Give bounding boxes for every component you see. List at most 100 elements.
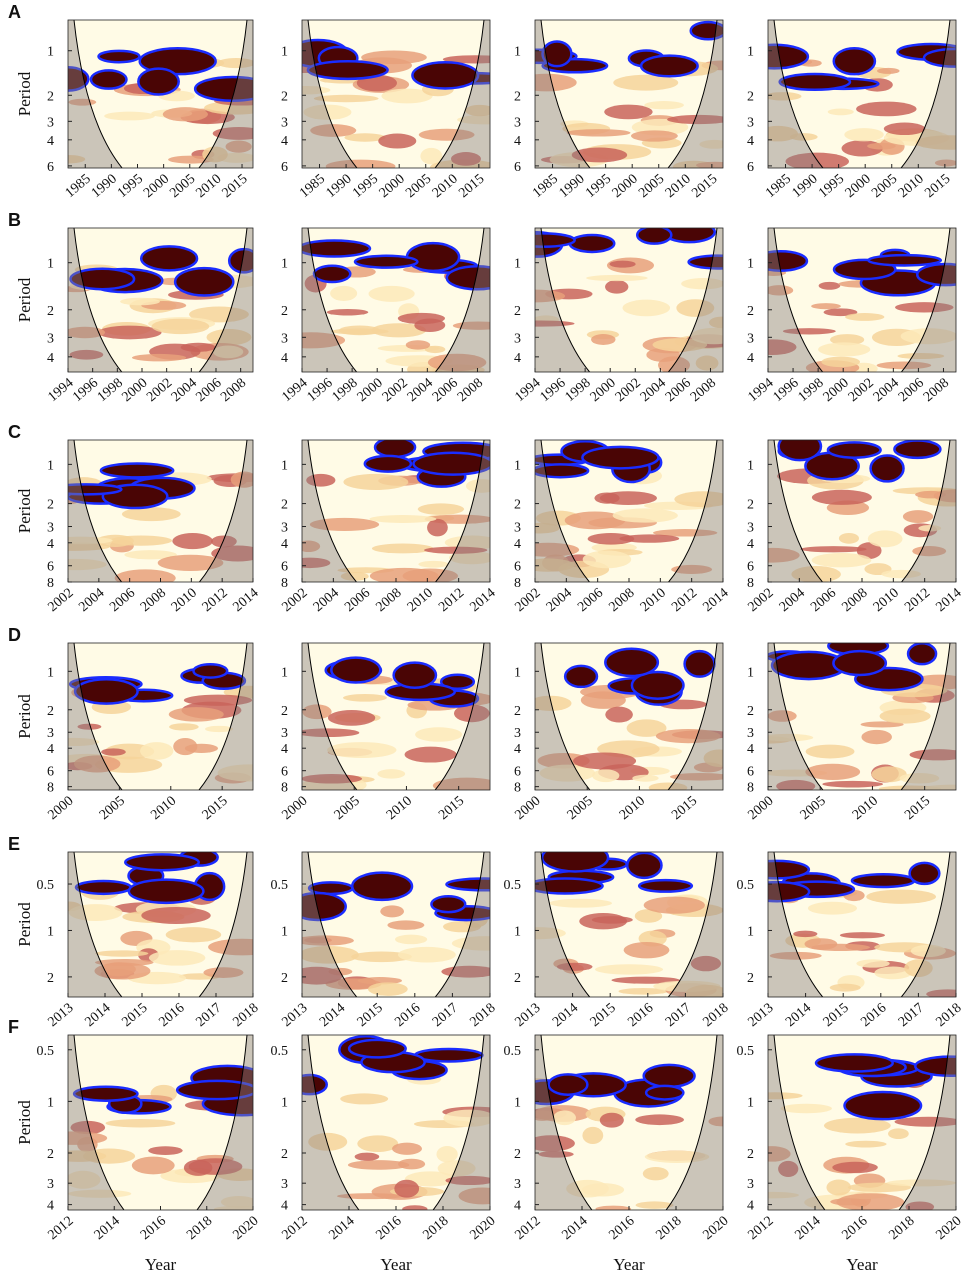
x-tick-label: 2010 xyxy=(384,794,415,823)
y-tick-label: 3 xyxy=(747,521,754,536)
x-tick-label: 2018 xyxy=(467,1001,498,1030)
y-tick-label: 1 xyxy=(514,45,521,60)
x-tick-label: 2018 xyxy=(230,1001,261,1030)
y-tick-label: 4 xyxy=(281,134,288,149)
x-tick-label: 2010 xyxy=(617,794,648,823)
y-tick-label: 3 xyxy=(281,1177,288,1192)
x-tick-label: 2016 xyxy=(156,1001,187,1030)
x-tick-label: 2013 xyxy=(745,1001,776,1030)
power-blob xyxy=(828,108,854,115)
x-tick-label: 2014 xyxy=(92,1214,123,1243)
power-blob xyxy=(867,143,896,150)
y-tick-label: 1 xyxy=(747,458,754,473)
x-tick-label: 2005 xyxy=(332,794,363,823)
x-tick-label: 2006 xyxy=(663,376,694,405)
row-letter: C xyxy=(8,422,21,442)
y-tick-label: 3 xyxy=(281,726,288,741)
x-tick-label: 1996 xyxy=(538,376,569,405)
power-blob xyxy=(845,1141,886,1148)
panel xyxy=(507,222,746,402)
x-tick-label: 1990 xyxy=(324,172,355,201)
x-tick-label: 2005 xyxy=(565,794,596,823)
power-blob xyxy=(822,781,883,788)
x-tick-label: 2004 xyxy=(76,586,107,615)
power-blob xyxy=(415,727,462,742)
significant-region xyxy=(138,69,178,95)
y-tick-label: 4 xyxy=(514,1199,521,1214)
power-blob xyxy=(903,510,933,523)
y-tick-label: 4 xyxy=(514,742,521,757)
x-tick-label: 2016 xyxy=(392,1001,423,1030)
y-tick-label: 0.5 xyxy=(271,878,289,893)
x-axis-label: Year xyxy=(613,1255,645,1274)
significant-region xyxy=(331,658,380,683)
x-tick-label: 2008 xyxy=(606,586,637,615)
y-tick-label: 3 xyxy=(747,726,754,741)
power-blob xyxy=(861,730,892,744)
power-blob xyxy=(330,286,357,301)
power-blob xyxy=(644,101,684,109)
significant-region xyxy=(844,1092,921,1119)
x-tick-label: 2020 xyxy=(467,1214,498,1243)
x-tick-label: 1998 xyxy=(330,376,361,405)
row-letter: D xyxy=(8,625,21,645)
y-tick-label: 4 xyxy=(514,134,521,149)
y-tick-label: 2 xyxy=(47,704,54,719)
significant-region xyxy=(91,70,127,88)
significant-region xyxy=(407,243,459,271)
y-tick-label: 6 xyxy=(514,160,521,175)
x-tick-label: 2015 xyxy=(119,1001,150,1030)
x-tick-label: 1996 xyxy=(305,376,336,405)
power-blob xyxy=(418,503,464,514)
power-blob xyxy=(830,1198,867,1205)
x-tick-label: 2002 xyxy=(144,376,175,405)
x-tick-label: 1994 xyxy=(512,376,543,405)
x-tick-label: 2006 xyxy=(107,586,138,615)
x-tick-label: 1998 xyxy=(95,376,126,405)
significant-region xyxy=(685,651,715,677)
power-blob xyxy=(104,112,155,121)
power-blob xyxy=(830,984,861,992)
power-blob xyxy=(372,544,433,554)
y-tick-label: 0.5 xyxy=(737,1044,755,1059)
power-blob xyxy=(549,899,612,908)
power-blob xyxy=(348,1160,409,1170)
power-blob xyxy=(866,890,936,904)
panel xyxy=(741,20,971,198)
x-axis-label: Year xyxy=(145,1255,177,1274)
x-tick-label: 2002 xyxy=(613,376,644,405)
significant-region xyxy=(852,874,915,887)
x-tick-label: 2000 xyxy=(512,794,543,823)
x-tick-label: 2018 xyxy=(184,1214,215,1243)
power-blob xyxy=(169,707,224,722)
significant-region xyxy=(101,464,173,478)
x-tick-label: 2000 xyxy=(279,794,310,823)
power-blob xyxy=(674,491,732,507)
power-blob xyxy=(185,744,218,753)
x-tick-label: 1998 xyxy=(796,376,827,405)
y-tick-label: 8 xyxy=(747,576,754,591)
x-tick-label: 2008 xyxy=(921,376,952,405)
x-tick-label: 1995 xyxy=(816,172,847,201)
x-tick-label: 1990 xyxy=(790,172,821,201)
x-tick-label: 2010 xyxy=(148,794,179,823)
power-blob xyxy=(328,710,375,726)
y-tick-label: 3 xyxy=(47,726,54,741)
x-tick-label: 1996 xyxy=(70,376,101,405)
y-tick-label: 3 xyxy=(281,331,288,346)
y-tick-label: 3 xyxy=(747,331,754,346)
power-blob xyxy=(582,1127,603,1144)
y-tick-label: 1 xyxy=(281,458,288,473)
y-tick-label: 4 xyxy=(514,537,521,552)
y-tick-label: 6 xyxy=(747,160,754,175)
significant-region xyxy=(355,256,417,268)
significant-region xyxy=(828,442,881,457)
x-tick-label: 2000 xyxy=(821,376,852,405)
power-blob xyxy=(172,533,213,549)
x-tick-label: 2015 xyxy=(922,172,953,201)
power-blob xyxy=(818,342,870,356)
y-tick-label: 2 xyxy=(747,89,754,104)
y-tick-label: 8 xyxy=(281,576,288,591)
x-tick-label: 2010 xyxy=(169,586,200,615)
y-tick-label: 2 xyxy=(747,498,754,513)
